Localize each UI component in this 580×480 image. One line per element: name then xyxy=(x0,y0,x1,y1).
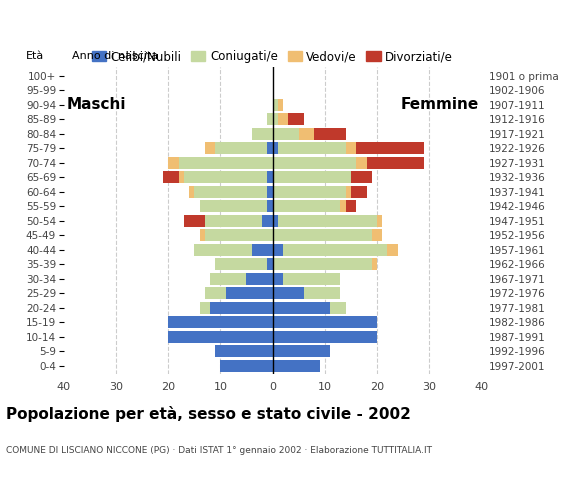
Text: Popolazione per età, sesso e stato civile - 2002: Popolazione per età, sesso e stato civil… xyxy=(6,406,411,421)
Bar xyxy=(356,157,367,169)
Text: Femmine: Femmine xyxy=(401,97,478,112)
Text: COMUNE DI LISCIANO NICCONE (PG) · Dati ISTAT 1° gennaio 2002 · Elaborazione TUTT: COMUNE DI LISCIANO NICCONE (PG) · Dati I… xyxy=(6,446,432,456)
Bar xyxy=(273,273,283,285)
Bar xyxy=(273,99,278,111)
Text: Maschi: Maschi xyxy=(66,97,126,112)
Bar xyxy=(194,244,252,256)
Bar xyxy=(299,128,314,140)
Bar xyxy=(367,157,424,169)
Bar xyxy=(200,229,205,241)
Bar xyxy=(205,288,226,299)
Bar xyxy=(215,258,267,270)
Bar xyxy=(215,143,267,154)
Bar xyxy=(288,113,304,125)
Bar xyxy=(346,143,356,154)
Bar xyxy=(163,171,179,183)
Bar xyxy=(267,113,273,125)
Text: Anno di nascita: Anno di nascita xyxy=(72,51,158,61)
Bar xyxy=(168,331,273,343)
Bar xyxy=(273,258,372,270)
Bar xyxy=(273,302,330,314)
Bar xyxy=(356,143,424,154)
Bar xyxy=(262,215,273,227)
Bar xyxy=(330,302,346,314)
Bar xyxy=(314,128,346,140)
Bar xyxy=(278,99,283,111)
Bar xyxy=(273,200,340,212)
Bar xyxy=(215,345,273,357)
Bar xyxy=(267,200,273,212)
Bar xyxy=(200,200,267,212)
Bar xyxy=(210,273,246,285)
Bar xyxy=(351,186,367,198)
Bar xyxy=(220,360,273,372)
Bar xyxy=(267,171,273,183)
Bar xyxy=(252,244,273,256)
Bar xyxy=(168,316,273,328)
Bar xyxy=(200,302,210,314)
Bar xyxy=(226,288,273,299)
Bar xyxy=(273,143,278,154)
Bar xyxy=(273,186,346,198)
Bar xyxy=(168,157,179,169)
Bar xyxy=(372,258,377,270)
Bar xyxy=(273,113,278,125)
Bar xyxy=(304,288,340,299)
Bar xyxy=(205,215,262,227)
Bar xyxy=(346,200,356,212)
Bar xyxy=(278,143,346,154)
Bar xyxy=(252,128,273,140)
Bar xyxy=(273,331,377,343)
Bar xyxy=(194,186,267,198)
Bar xyxy=(205,143,215,154)
Bar xyxy=(273,288,304,299)
Bar xyxy=(351,171,372,183)
Bar xyxy=(273,360,320,372)
Bar xyxy=(179,171,184,183)
Bar xyxy=(283,244,387,256)
Text: Età: Età xyxy=(26,51,45,61)
Bar xyxy=(273,316,377,328)
Bar xyxy=(346,186,351,198)
Bar xyxy=(283,273,340,285)
Bar xyxy=(273,244,283,256)
Bar xyxy=(267,258,273,270)
Bar xyxy=(267,143,273,154)
Bar xyxy=(210,302,273,314)
Bar xyxy=(278,215,377,227)
Bar xyxy=(267,186,273,198)
Bar xyxy=(273,171,351,183)
Bar xyxy=(273,229,372,241)
Bar xyxy=(184,171,267,183)
Bar xyxy=(377,215,382,227)
Bar xyxy=(273,128,299,140)
Bar xyxy=(387,244,398,256)
Bar xyxy=(372,229,382,241)
Bar xyxy=(273,157,356,169)
Legend: Celibi/Nubili, Coniugati/e, Vedovi/e, Divorziati/e: Celibi/Nubili, Coniugati/e, Vedovi/e, Di… xyxy=(87,46,458,68)
Bar xyxy=(184,215,205,227)
Bar xyxy=(340,200,346,212)
Bar xyxy=(189,186,194,198)
Bar xyxy=(278,113,288,125)
Bar xyxy=(205,229,273,241)
Bar xyxy=(246,273,273,285)
Bar xyxy=(273,215,278,227)
Bar xyxy=(273,345,330,357)
Bar xyxy=(179,157,273,169)
